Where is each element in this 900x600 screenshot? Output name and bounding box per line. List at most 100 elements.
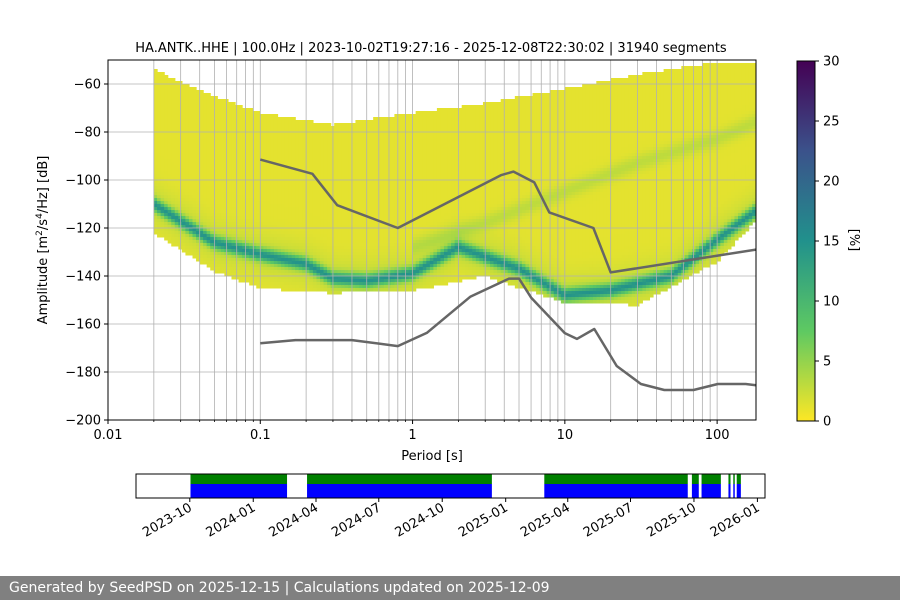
density-cell xyxy=(199,243,204,247)
density-cell xyxy=(199,192,204,196)
density-cell xyxy=(171,84,176,88)
density-cell xyxy=(210,129,215,133)
density-cell xyxy=(281,153,286,157)
density-cell xyxy=(256,234,261,238)
density-cell xyxy=(412,276,417,280)
density-cell xyxy=(164,75,169,79)
density-cell xyxy=(351,153,357,157)
density-cell xyxy=(153,156,158,160)
density-cell xyxy=(273,225,279,229)
density-cell xyxy=(426,264,431,268)
density-cell xyxy=(397,261,403,265)
density-cell xyxy=(277,234,282,238)
density-cell xyxy=(440,243,445,247)
density-cell xyxy=(387,192,392,196)
density-cell xyxy=(245,174,250,178)
density-cell xyxy=(263,219,268,223)
density-cell xyxy=(390,186,395,190)
density-cell xyxy=(327,126,332,130)
density-cell xyxy=(213,225,218,229)
density-cell xyxy=(164,144,169,148)
density-cell xyxy=(298,213,303,217)
density-cell xyxy=(351,186,357,190)
density-cell xyxy=(157,93,162,97)
density-cell xyxy=(181,174,187,178)
density-cell xyxy=(174,141,179,145)
density-cell xyxy=(171,210,176,214)
density-cell xyxy=(422,165,427,169)
density-cell xyxy=(443,252,449,256)
density-cell xyxy=(273,222,279,226)
density-cell xyxy=(344,231,349,235)
density-cell xyxy=(443,114,449,118)
density-cell xyxy=(227,132,233,136)
density-cell xyxy=(153,147,158,151)
density-cell xyxy=(422,264,427,268)
density-cell xyxy=(245,108,250,112)
density-cell xyxy=(341,153,346,157)
density-cell xyxy=(366,258,371,262)
density-cell xyxy=(390,255,395,259)
density-cell xyxy=(401,246,406,250)
density-cell xyxy=(245,213,250,217)
density-cell xyxy=(334,186,339,190)
density-cell xyxy=(397,219,403,223)
density-cell xyxy=(270,207,275,211)
density-cell xyxy=(252,222,257,226)
density-cell xyxy=(295,198,300,202)
density-cell xyxy=(164,186,169,190)
density-cell xyxy=(436,168,442,172)
density-cell xyxy=(369,147,374,151)
density-cell xyxy=(390,249,395,253)
density-cell xyxy=(419,165,424,169)
density-cell xyxy=(157,231,162,235)
density-cell xyxy=(302,129,307,133)
density-cell xyxy=(164,105,169,109)
density-cell xyxy=(284,213,289,217)
density-cell xyxy=(408,279,413,283)
density-cell xyxy=(242,237,247,241)
density-cell xyxy=(188,102,194,106)
density-cell xyxy=(401,282,406,286)
density-cell xyxy=(390,261,395,265)
density-cell xyxy=(387,201,392,205)
density-cell xyxy=(426,132,431,136)
density-cell xyxy=(408,183,413,187)
density-cell xyxy=(252,264,257,268)
density-cell xyxy=(181,240,187,244)
density-cell xyxy=(387,189,392,193)
density-cell xyxy=(323,162,328,166)
density-cell xyxy=(422,216,427,220)
density-cell xyxy=(312,219,318,223)
density-cell xyxy=(440,138,445,142)
density-cell xyxy=(206,198,211,202)
density-cell xyxy=(192,255,197,259)
density-cell xyxy=(259,243,264,247)
density-cell xyxy=(171,90,176,94)
density-cell xyxy=(153,111,158,115)
density-cell xyxy=(153,183,158,187)
density-cell xyxy=(387,288,392,292)
density-cell xyxy=(422,177,427,181)
density-cell xyxy=(256,252,261,256)
density-cell xyxy=(369,237,374,241)
density-cell xyxy=(355,174,360,178)
density-cell xyxy=(405,156,410,160)
density-cell xyxy=(405,258,410,262)
density-cell xyxy=(380,264,385,268)
density-cell xyxy=(231,237,236,241)
density-cell xyxy=(238,126,243,130)
density-cell xyxy=(217,102,222,106)
density-cell xyxy=(160,147,165,151)
density-cell xyxy=(164,150,169,154)
density-cell xyxy=(341,141,346,145)
density-cell xyxy=(447,177,452,181)
density-cell xyxy=(277,216,282,220)
density-cell xyxy=(348,261,353,265)
density-cell xyxy=(408,129,413,133)
density-cell xyxy=(362,183,367,187)
density-cell xyxy=(298,183,303,187)
density-cell xyxy=(174,177,179,181)
density-cell xyxy=(401,138,406,142)
density-cell xyxy=(199,90,204,94)
